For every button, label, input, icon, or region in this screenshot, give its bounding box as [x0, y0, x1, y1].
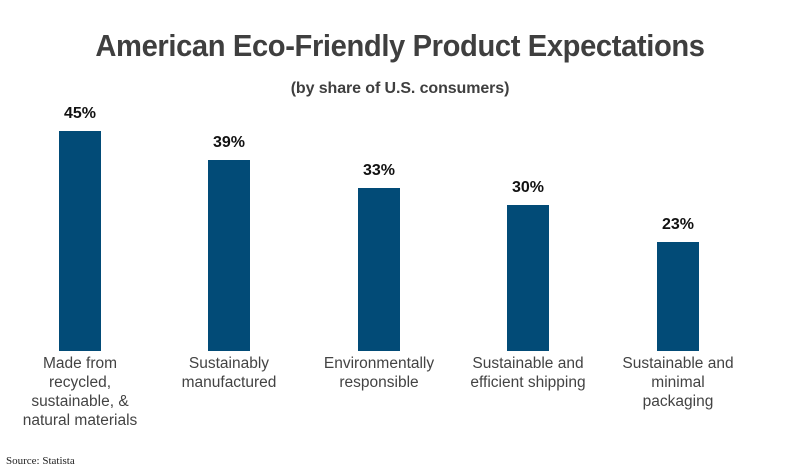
bar-rect[interactable] [657, 242, 699, 351]
bar-value-label: 23% [661, 216, 695, 233]
bar-category-label: Sustainable and efficient shipping [470, 355, 586, 391]
page-title: American Eco-Friendly Product Expectatio… [95, 28, 705, 63]
bar-group: 23% Sustainable and minimal packaging [603, 100, 753, 445]
bar-group: 45% Made from recycled, sustainable, & n… [5, 100, 155, 445]
bar-category-label: Sustainable and minimal packaging [622, 355, 734, 410]
bar-chart-plot-area: 45% Made from recycled, sustainable, & n… [0, 100, 800, 445]
bar-rect[interactable] [358, 188, 400, 351]
chart-subtitle: (by share of U.S. consumers) [290, 80, 510, 97]
bar-value-label: 45% [63, 105, 97, 122]
bar-rect[interactable] [59, 131, 101, 351]
bar-category-label: Sustainably manufactured [181, 355, 277, 391]
source-note: Source: Statista [6, 455, 75, 467]
bar-rect[interactable] [507, 205, 549, 351]
bar-group: 33% Environmentally responsible [304, 100, 454, 445]
bar-value-label: 39% [212, 134, 246, 151]
bar-group: 30% Sustainable and efficient shipping [453, 100, 603, 445]
bar-group: 39% Sustainably manufactured [154, 100, 304, 445]
bar-value-label: 30% [511, 179, 545, 196]
bar-category-label: Environmentally responsible [323, 355, 435, 391]
bar-category-label: Made from recycled, sustainable, & natur… [22, 355, 138, 429]
bar-rect[interactable] [208, 160, 250, 351]
bar-value-label: 33% [362, 162, 396, 179]
